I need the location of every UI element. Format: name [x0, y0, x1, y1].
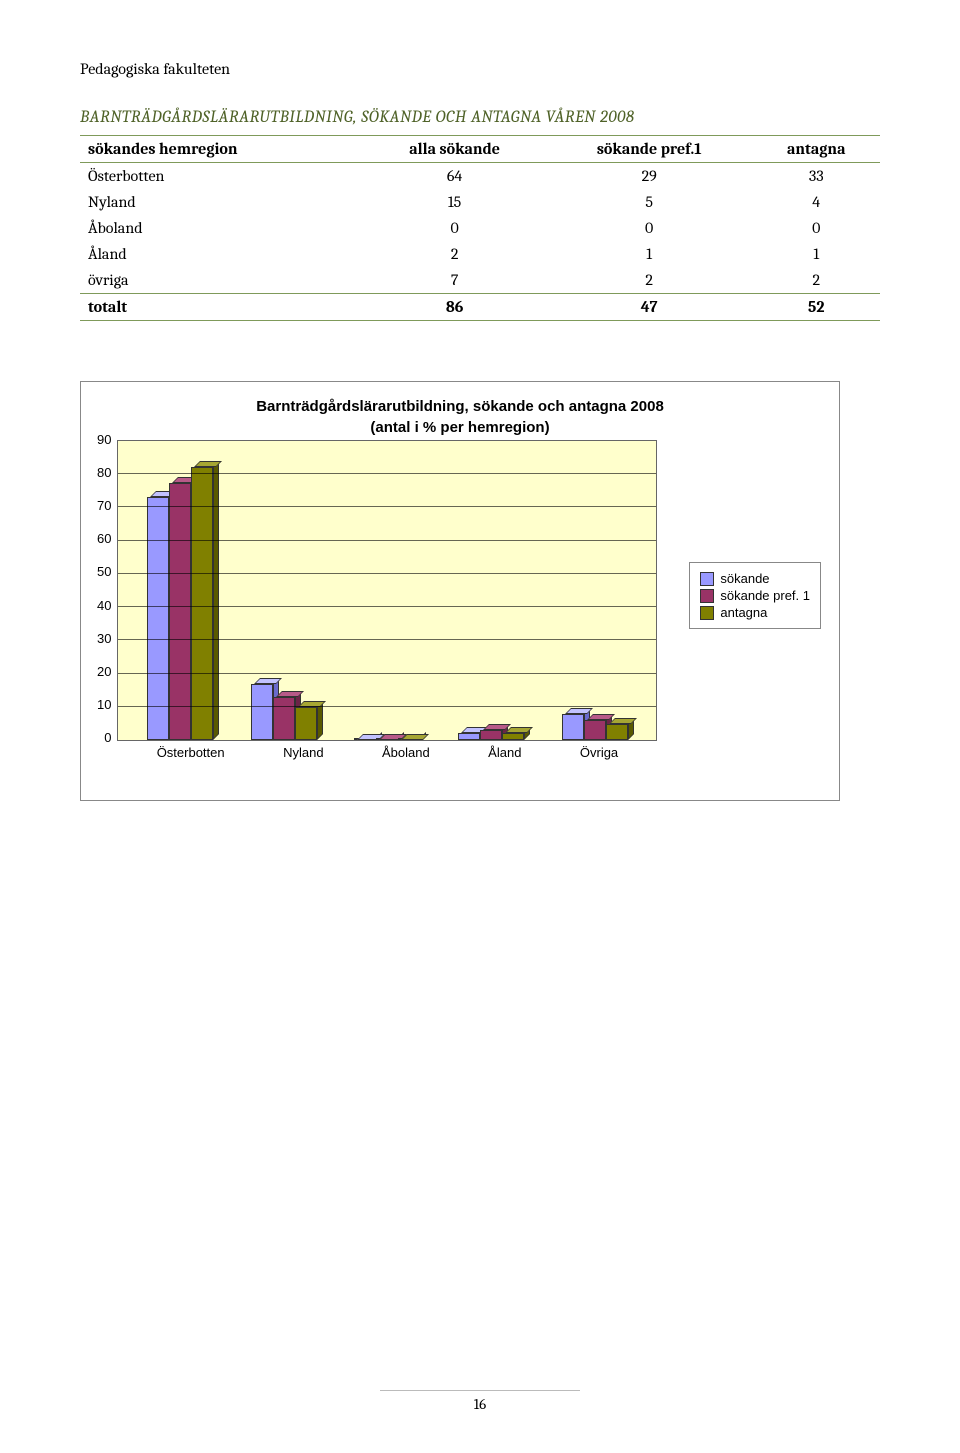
- bar-group: [458, 730, 524, 740]
- gridline: [118, 573, 656, 574]
- table-cell: 4: [752, 189, 880, 215]
- table-row: Åland211: [80, 241, 880, 267]
- x-axis-labels: Österbotten Nyland Åboland Åland Övriga: [117, 741, 657, 760]
- table-cell: 1: [546, 241, 753, 267]
- x-label: Övriga: [580, 745, 618, 760]
- gridline: [118, 673, 656, 674]
- col-pref1: sökande pref.1: [546, 136, 753, 163]
- bar-group: [354, 740, 420, 741]
- x-label: Österbotten: [157, 745, 225, 760]
- bar: [458, 733, 480, 740]
- bar-group: [251, 684, 317, 740]
- legend-label: antagna: [720, 605, 767, 620]
- plot-area: [117, 440, 657, 741]
- bar: [295, 707, 317, 740]
- table-cell: Åboland: [80, 215, 363, 241]
- bar: [606, 724, 628, 740]
- gridline: [118, 540, 656, 541]
- table-cell: 47: [546, 294, 753, 321]
- table-cell: 29: [546, 163, 753, 190]
- chart-title-2: (antal i % per hemregion): [97, 419, 823, 436]
- col-alla: alla sökande: [363, 136, 546, 163]
- legend-swatch: [700, 606, 714, 620]
- bar: [376, 740, 398, 741]
- table-cell: 1: [752, 241, 880, 267]
- table-cell: 7: [363, 267, 546, 294]
- table-row: Nyland1554: [80, 189, 880, 215]
- table-cell: 2: [546, 267, 753, 294]
- table-row-total: totalt864752: [80, 294, 880, 321]
- gridline: [118, 706, 656, 707]
- legend-swatch: [700, 572, 714, 586]
- table-cell: övriga: [80, 267, 363, 294]
- legend-item: sökande: [700, 571, 810, 586]
- table-cell: Åland: [80, 241, 363, 267]
- bar: [480, 730, 502, 740]
- table-row: Österbotten642933: [80, 163, 880, 190]
- bar: [273, 697, 295, 740]
- table-cell: 52: [752, 294, 880, 321]
- table-cell: totalt: [80, 294, 363, 321]
- table-row: övriga722: [80, 267, 880, 294]
- x-label: Åboland: [382, 745, 430, 760]
- bar-group: [562, 714, 628, 740]
- bar-group: [147, 467, 213, 740]
- page-header: Pedagogiska fakulteten: [80, 60, 880, 78]
- gridline: [118, 639, 656, 640]
- table-cell: 5: [546, 189, 753, 215]
- table-cell: 0: [363, 215, 546, 241]
- bar: [562, 714, 584, 740]
- legend-label: sökande: [720, 571, 769, 586]
- table-cell: Nyland: [80, 189, 363, 215]
- chart-title-1: Barnträdgårdslärarutbildning, sökande oc…: [97, 398, 823, 415]
- x-label: Åland: [488, 745, 521, 760]
- table-cell: 15: [363, 189, 546, 215]
- bar: [354, 740, 376, 741]
- gridline: [118, 606, 656, 607]
- x-label: Nyland: [283, 745, 323, 760]
- legend-label: sökande pref. 1: [720, 588, 810, 603]
- bar: [584, 720, 606, 740]
- page-number: 16: [380, 1390, 580, 1413]
- section-title: BARNTRÄDGÅRDSLÄRARUTBILDNING, SÖKANDE OC…: [80, 108, 880, 127]
- legend-item: sökande pref. 1: [700, 588, 810, 603]
- table-cell: 64: [363, 163, 546, 190]
- col-antagna: antagna: [752, 136, 880, 163]
- gridline: [118, 506, 656, 507]
- gridline: [118, 473, 656, 474]
- legend-swatch: [700, 589, 714, 603]
- chart-container: Barnträdgårdslärarutbildning, sökande oc…: [80, 381, 840, 801]
- legend-item: antagna: [700, 605, 810, 620]
- table-cell: 86: [363, 294, 546, 321]
- bar: [147, 497, 169, 740]
- table-cell: Österbotten: [80, 163, 363, 190]
- bar: [169, 483, 191, 740]
- bar: [398, 740, 420, 741]
- data-table: sökandes hemregion alla sökande sökande …: [80, 135, 880, 321]
- col-region: sökandes hemregion: [80, 136, 363, 163]
- bar: [191, 467, 213, 740]
- table-cell: 0: [546, 215, 753, 241]
- table-cell: 2: [363, 241, 546, 267]
- bar: [502, 733, 524, 740]
- y-axis: 9080706050403020100: [97, 440, 117, 760]
- table-cell: 2: [752, 267, 880, 294]
- bar: [251, 684, 273, 740]
- table-cell: 0: [752, 215, 880, 241]
- legend: sökande sökande pref. 1 antagna: [689, 562, 821, 629]
- table-cell: 33: [752, 163, 880, 190]
- table-row: Åboland000: [80, 215, 880, 241]
